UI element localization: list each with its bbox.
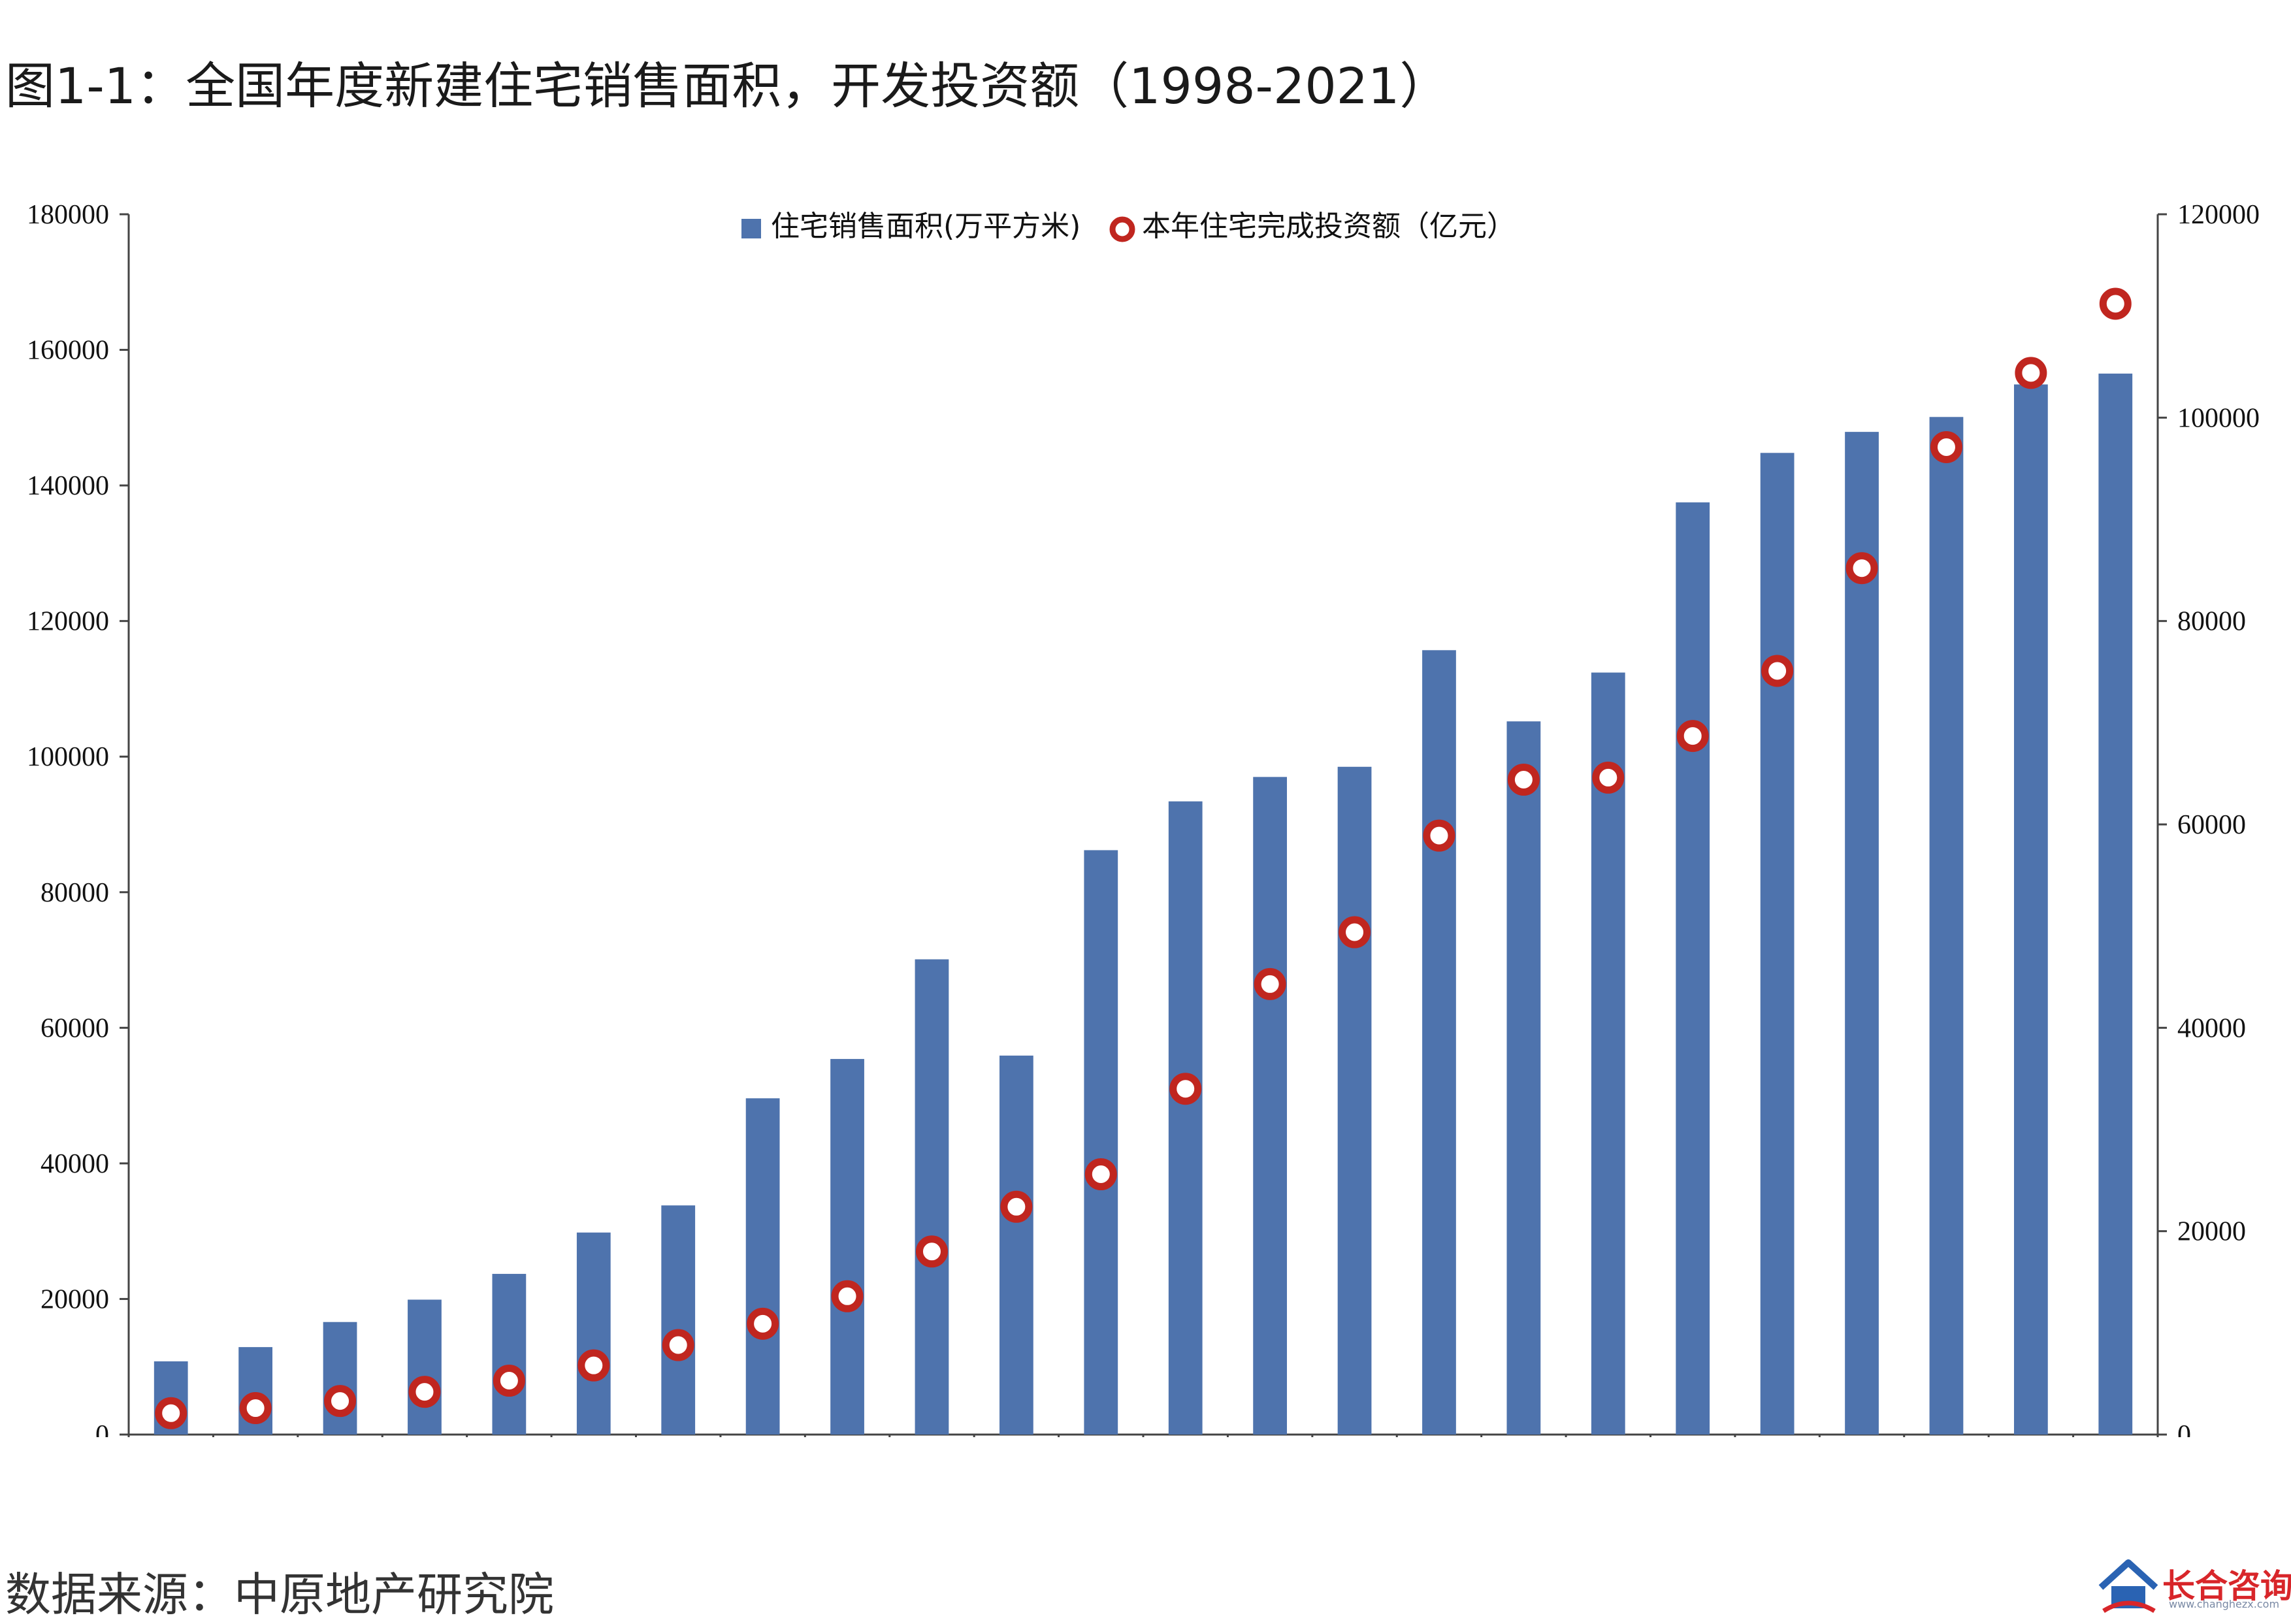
marker-2020 bbox=[2015, 357, 2047, 389]
bar-series bbox=[154, 373, 2133, 1435]
marker-2010 bbox=[1169, 1073, 1202, 1105]
bar-2015 bbox=[1591, 672, 1625, 1435]
marker-2006 bbox=[831, 1280, 864, 1312]
left-y-tick-label: 160000 bbox=[27, 336, 109, 366]
bar-2018 bbox=[1845, 432, 1879, 1435]
marker-series bbox=[155, 287, 2132, 1429]
marker-1998 bbox=[155, 1397, 187, 1429]
marker-2017 bbox=[1761, 655, 1794, 687]
left-y-tick-label: 120000 bbox=[27, 607, 109, 637]
marker-2016 bbox=[1676, 720, 1709, 753]
bar-2002 bbox=[492, 1274, 527, 1435]
marker-2012 bbox=[1339, 916, 1371, 949]
right-y-tick-label: 60000 bbox=[2177, 810, 2246, 840]
legend-bar-swatch bbox=[741, 219, 761, 238]
right-y-tick-label: 120000 bbox=[2177, 200, 2260, 230]
left-y-tick-label: 60000 bbox=[41, 1013, 109, 1043]
bar-2007 bbox=[915, 959, 949, 1435]
source-note: 数据来源：中原地产研究院 bbox=[5, 1568, 554, 1621]
figure-title: 图1-1：全国年度新建住宅销售面积，开发投资额（1998-2021） bbox=[5, 57, 1450, 115]
marker-2000 bbox=[324, 1385, 357, 1418]
chart: 0 20000 40000 60000 80000 100000 120000 140000 1… bbox=[27, 200, 2260, 1437]
watermark-name: 长合咨询 bbox=[2162, 1567, 2291, 1605]
bar-2013 bbox=[1422, 650, 1456, 1435]
bar-2003 bbox=[576, 1232, 611, 1435]
bar-2008 bbox=[999, 1055, 1033, 1435]
marker-2005 bbox=[747, 1307, 779, 1340]
legend: 住宅销售面积(万平方米) 本年住宅完成投资额（亿元） bbox=[741, 210, 1516, 243]
marker-2008 bbox=[1000, 1190, 1033, 1223]
bar-2014 bbox=[1506, 721, 1541, 1435]
bar-2010 bbox=[1168, 801, 1203, 1435]
marker-2009 bbox=[1084, 1158, 1117, 1190]
marker-2007 bbox=[915, 1235, 948, 1268]
right-y-tick-label: 0 bbox=[2177, 1420, 2191, 1437]
left-y-tick-label: 100000 bbox=[27, 742, 109, 772]
left-y-tick-label: 80000 bbox=[41, 878, 109, 908]
bar-2012 bbox=[1337, 766, 1372, 1435]
marker-2019 bbox=[1930, 430, 1962, 463]
bar-2000 bbox=[323, 1322, 357, 1435]
axes bbox=[120, 213, 2167, 1437]
bar-2005 bbox=[745, 1098, 780, 1435]
bar-2020 bbox=[2013, 384, 2048, 1435]
legend-bar-label: 住宅销售面积(万平方米) bbox=[771, 210, 1081, 243]
marker-2013 bbox=[1423, 819, 1455, 852]
marker-2018 bbox=[1845, 552, 1878, 585]
marker-2003 bbox=[577, 1349, 610, 1382]
bar-2001 bbox=[408, 1299, 442, 1435]
marker-2015 bbox=[1592, 761, 1625, 794]
right-y-tick-label: 20000 bbox=[2177, 1217, 2246, 1247]
right-y-tick-label: 40000 bbox=[2177, 1013, 2246, 1043]
marker-2004 bbox=[662, 1329, 694, 1361]
left-y-tick-label: 40000 bbox=[41, 1149, 109, 1179]
marker-2001 bbox=[408, 1376, 441, 1408]
house-logo-icon bbox=[2098, 1559, 2158, 1614]
bar-2011 bbox=[1253, 777, 1288, 1435]
left-y-tick-label: 0 bbox=[95, 1420, 109, 1437]
watermark-logo: 长合咨询 www.changhezx.com bbox=[2097, 1555, 2291, 1617]
tick-labels: 0 20000 40000 60000 80000 100000 120000 140000 1… bbox=[27, 200, 2260, 1437]
legend-marker-swatch bbox=[1109, 216, 1135, 242]
left-y-tick-label: 180000 bbox=[27, 200, 109, 230]
left-y-tick-label: 20000 bbox=[41, 1284, 109, 1314]
left-y-tick-label: 140000 bbox=[27, 471, 109, 501]
bar-2009 bbox=[1084, 850, 1118, 1435]
marker-2002 bbox=[493, 1364, 525, 1397]
marker-2014 bbox=[1507, 764, 1540, 796]
bar-2017 bbox=[1760, 453, 1795, 1435]
marker-1999 bbox=[239, 1392, 272, 1425]
marker-2011 bbox=[1254, 967, 1286, 1000]
bar-2006 bbox=[830, 1059, 864, 1435]
right-y-tick-label: 100000 bbox=[2177, 403, 2260, 433]
watermark-url: www.changhezx.com bbox=[2169, 1598, 2280, 1610]
bar-2021 bbox=[2098, 373, 2133, 1435]
marker-2021 bbox=[2099, 287, 2132, 320]
bar-2004 bbox=[661, 1205, 696, 1435]
bar-2019 bbox=[1929, 417, 1964, 1435]
bar-2016 bbox=[1676, 502, 1710, 1435]
right-y-tick-label: 80000 bbox=[2177, 607, 2246, 637]
legend-marker-label: 本年住宅完成投资额（亿元） bbox=[1142, 210, 1516, 243]
